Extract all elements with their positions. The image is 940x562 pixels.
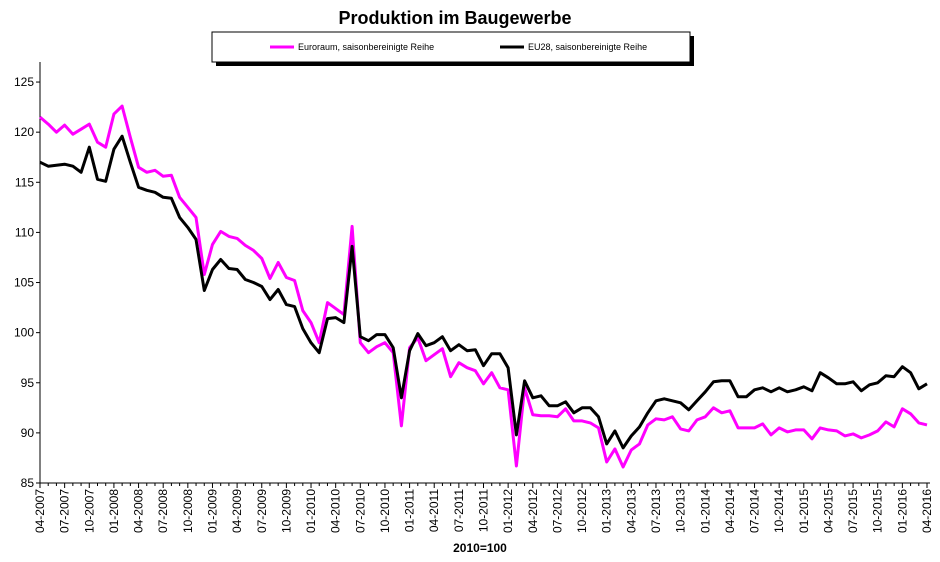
x-tick-label: 10-2012 xyxy=(575,489,589,533)
x-tick-label: 07-2015 xyxy=(846,489,860,533)
y-tick-label: 105 xyxy=(14,276,34,290)
x-tick-label: 10-2009 xyxy=(279,489,293,533)
x-tick-label: 10-2014 xyxy=(772,489,786,533)
x-tick-label: 01-2011 xyxy=(403,489,417,532)
x-tick-label: 04-2010 xyxy=(329,489,343,533)
x-tick-label: 10-2007 xyxy=(82,489,96,533)
legend-label: EU28, saisonbereinigte Reihe xyxy=(528,42,647,52)
x-tick-label: 10-2011 xyxy=(477,489,491,532)
y-tick-label: 100 xyxy=(14,326,34,340)
x-tick-label: 04-2015 xyxy=(821,489,835,533)
x-tick-label: 07-2012 xyxy=(550,489,564,533)
x-tick-label: 07-2007 xyxy=(58,489,72,533)
x-tick-label: 01-2016 xyxy=(895,489,909,533)
x-tick-label: 07-2008 xyxy=(156,489,170,533)
x-tick-label: 01-2009 xyxy=(205,489,219,533)
y-tick-label: 115 xyxy=(15,175,34,189)
x-tick-label: 01-2012 xyxy=(501,489,515,533)
x-tick-label: 04-2007 xyxy=(33,489,47,533)
legend-label: Euroraum, saisonbereinigte Reihe xyxy=(298,42,434,52)
x-tick-label: 04-2011 xyxy=(427,489,441,532)
x-tick-label: 10-2015 xyxy=(871,489,885,533)
x-tick-label: 01-2013 xyxy=(600,489,614,533)
series-line xyxy=(39,134,928,450)
y-tick-label: 95 xyxy=(21,376,35,390)
x-tick-label: 04-2012 xyxy=(526,489,540,533)
x-tick-label: 04-2014 xyxy=(723,489,737,533)
x-axis-label: 2010=100 xyxy=(453,541,507,555)
y-tick-label: 110 xyxy=(15,225,34,239)
x-tick-label: 07-2013 xyxy=(649,489,663,533)
x-tick-label: 01-2008 xyxy=(107,489,121,533)
y-tick-label: 90 xyxy=(21,426,35,440)
y-tick-label: 120 xyxy=(14,125,34,139)
x-tick-label: 07-2009 xyxy=(255,489,269,533)
y-tick-label: 125 xyxy=(14,75,34,89)
x-tick-label: 01-2015 xyxy=(797,489,811,533)
series-line xyxy=(39,104,928,469)
x-tick-label: 07-2010 xyxy=(353,489,367,533)
x-tick-label: 10-2008 xyxy=(181,489,195,533)
x-tick-label: 10-2013 xyxy=(674,489,688,533)
x-tick-label: 04-2008 xyxy=(132,489,146,533)
x-tick-label: 07-2011 xyxy=(452,489,466,532)
x-tick-label: 10-2010 xyxy=(378,489,392,533)
x-tick-label: 07-2014 xyxy=(748,489,762,533)
chart-title: Produktion im Baugewerbe xyxy=(338,8,571,28)
x-tick-label: 04-2009 xyxy=(230,489,244,533)
x-tick-label: 04-2016 xyxy=(920,489,934,533)
x-tick-label: 04-2013 xyxy=(624,489,638,533)
x-tick-label: 01-2014 xyxy=(698,489,712,533)
x-tick-label: 01-2010 xyxy=(304,489,318,533)
y-tick-label: 85 xyxy=(21,476,35,490)
